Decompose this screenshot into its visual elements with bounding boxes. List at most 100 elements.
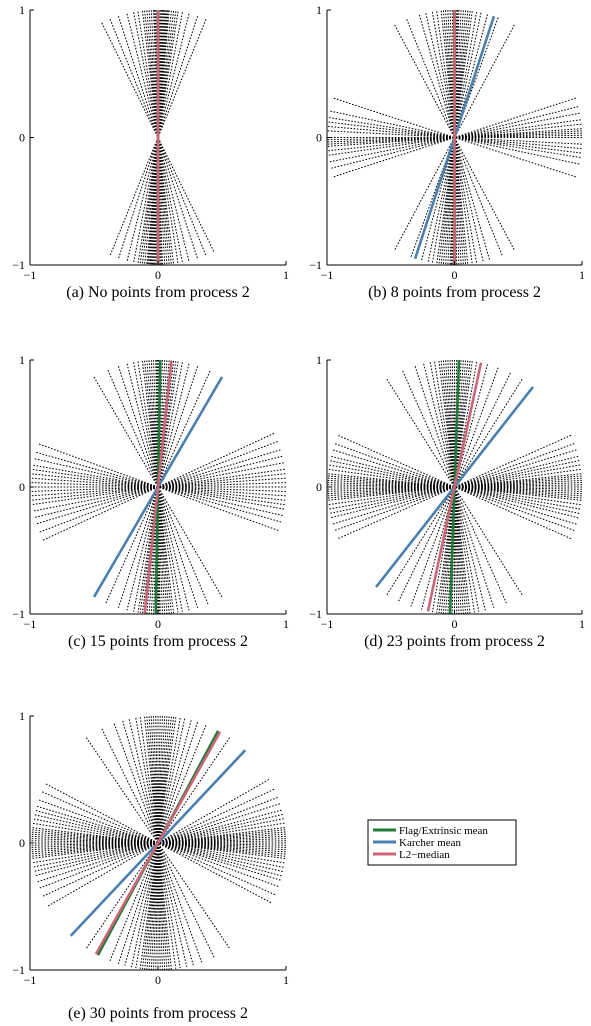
sample-line bbox=[333, 97, 576, 178]
sample-line bbox=[141, 360, 175, 614]
sample-line bbox=[434, 361, 475, 613]
sample-line bbox=[105, 370, 211, 604]
sample-line bbox=[337, 434, 572, 540]
sample-line bbox=[133, 12, 183, 263]
sample-line bbox=[423, 363, 486, 611]
sample-line bbox=[150, 360, 166, 614]
sample-line bbox=[109, 725, 207, 961]
sample-line bbox=[330, 455, 579, 519]
sample-line bbox=[329, 112, 580, 163]
sample-line bbox=[126, 363, 190, 611]
sample-line bbox=[447, 10, 462, 265]
sample-line bbox=[30, 827, 286, 859]
sample-line bbox=[34, 809, 282, 877]
sample-line bbox=[386, 379, 523, 595]
sample-line bbox=[330, 106, 579, 169]
sample-line bbox=[386, 379, 523, 595]
sample-line bbox=[421, 14, 488, 261]
sample-line bbox=[150, 10, 166, 265]
legend-label-l2: L2−median bbox=[399, 849, 450, 861]
sample-line bbox=[327, 473, 582, 501]
legend-label-flag: Flag/Extrinsic mean bbox=[399, 825, 488, 837]
sample-line bbox=[327, 130, 582, 145]
chart-panel-a: −1−1 0 0 1 1 (a) No points from process 2 bbox=[12, 3, 289, 301]
sample-line bbox=[445, 10, 464, 265]
chart-panel-d: −1−1 0 0 1 1 (d) 23 points from process 2 bbox=[309, 353, 585, 650]
sample-line bbox=[438, 360, 471, 614]
sample-line bbox=[442, 360, 467, 614]
l2-mean-line bbox=[94, 731, 222, 955]
sample-line bbox=[109, 19, 207, 256]
sample-line bbox=[144, 10, 172, 265]
sample-line bbox=[38, 441, 278, 533]
sample-line bbox=[436, 361, 473, 613]
sample-line bbox=[333, 97, 576, 178]
sample-line bbox=[148, 360, 168, 614]
l2-mean-line bbox=[426, 362, 483, 612]
sample-line bbox=[148, 10, 168, 265]
sample-line bbox=[146, 716, 170, 970]
y-tick-label: 0 bbox=[316, 131, 322, 145]
sample-line bbox=[418, 14, 491, 261]
y-tick-label: 0 bbox=[19, 836, 25, 850]
sample-line bbox=[421, 364, 488, 610]
sample-line bbox=[30, 835, 286, 851]
x-tick-label: −1 bbox=[321, 268, 334, 282]
sample-line bbox=[135, 717, 181, 969]
sample-line bbox=[327, 123, 582, 152]
x-tick-label: 0 bbox=[155, 268, 161, 282]
sample-line bbox=[450, 10, 459, 265]
sample-line bbox=[146, 360, 170, 614]
sample-line bbox=[327, 477, 582, 497]
sample-line bbox=[427, 12, 482, 263]
sample-line bbox=[141, 10, 175, 265]
sample-line bbox=[122, 720, 194, 966]
sample-line bbox=[30, 840, 286, 846]
sample-line bbox=[146, 10, 170, 265]
y-tick-label: 1 bbox=[19, 3, 25, 17]
x-tick-label: −1 bbox=[24, 973, 37, 987]
sample-line bbox=[30, 477, 286, 497]
sample-line bbox=[447, 360, 462, 614]
x-tick-label: 1 bbox=[579, 268, 585, 282]
sample-line bbox=[150, 716, 166, 970]
sample-line bbox=[329, 110, 580, 165]
sample-line bbox=[30, 473, 286, 501]
x-tick-label: 1 bbox=[283, 617, 289, 631]
panel-caption: (e) 30 points from process 2 bbox=[68, 1005, 248, 1022]
sample-line bbox=[146, 10, 170, 265]
sample-line bbox=[30, 833, 286, 853]
sample-line bbox=[440, 10, 469, 265]
sample-line bbox=[153, 10, 163, 265]
sample-line bbox=[30, 831, 286, 855]
sample-line bbox=[328, 464, 581, 510]
sample-line bbox=[332, 449, 577, 525]
sample-line bbox=[137, 361, 179, 613]
sample-line bbox=[148, 10, 168, 265]
sample-line bbox=[46, 779, 270, 907]
sample-line bbox=[445, 10, 464, 265]
sample-line bbox=[149, 10, 167, 265]
sample-line bbox=[449, 10, 460, 265]
y-tick-label: −1 bbox=[309, 607, 322, 621]
sample-line bbox=[130, 718, 186, 968]
sample-line bbox=[33, 813, 283, 873]
sample-line bbox=[148, 360, 168, 614]
sample-line bbox=[148, 716, 168, 970]
sample-line bbox=[150, 10, 166, 265]
y-tick-label: −1 bbox=[12, 607, 25, 621]
x-tick-label: −1 bbox=[24, 268, 37, 282]
sample-line bbox=[109, 19, 207, 256]
sample-line bbox=[30, 827, 286, 859]
sample-line bbox=[31, 464, 285, 510]
sample-line bbox=[327, 484, 582, 490]
sample-line bbox=[150, 716, 166, 970]
panel-caption: (d) 23 points from process 2 bbox=[364, 633, 545, 650]
sample-line bbox=[30, 829, 286, 857]
sample-line bbox=[101, 22, 215, 253]
sample-line bbox=[327, 134, 582, 141]
sample-line bbox=[37, 443, 279, 531]
sample-line bbox=[30, 840, 286, 846]
sample-line bbox=[327, 125, 582, 150]
